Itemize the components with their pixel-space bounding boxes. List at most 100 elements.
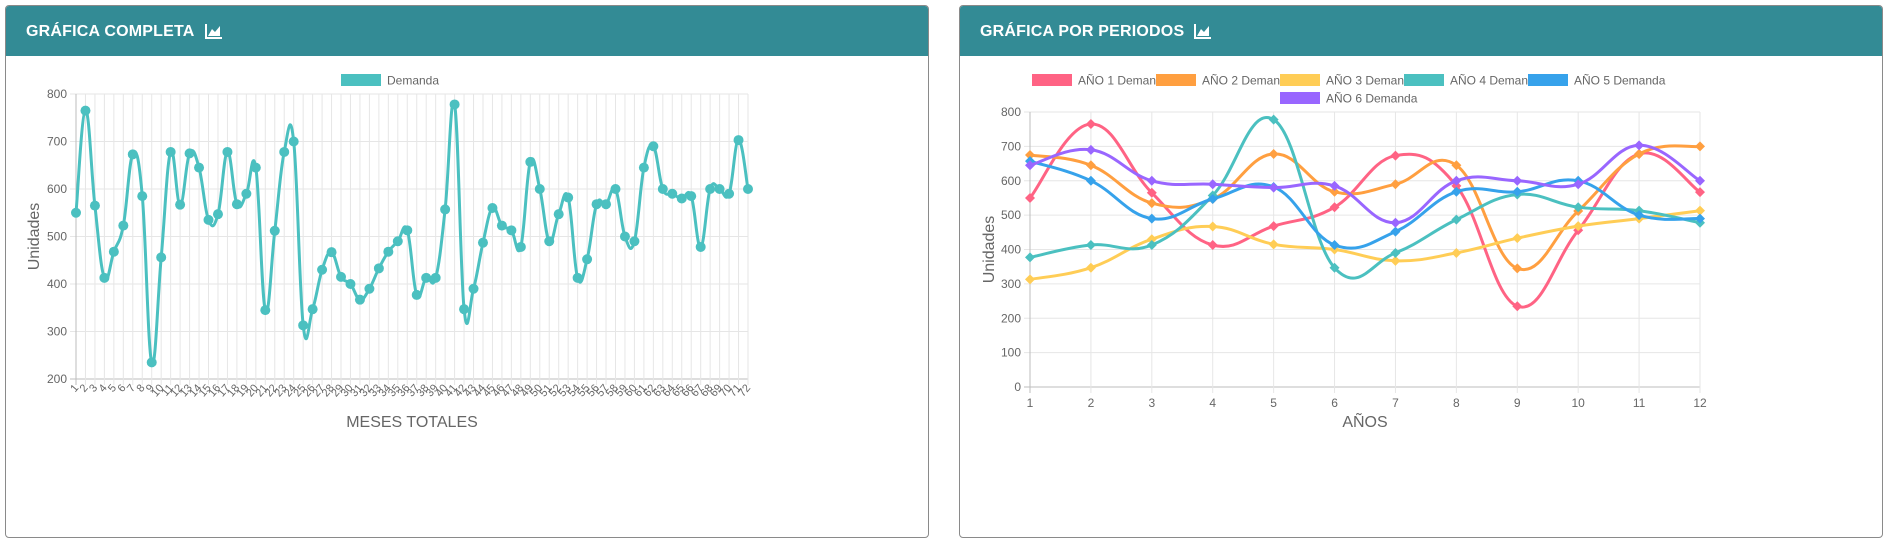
y-axis-title: Unidades <box>26 203 43 271</box>
data-point <box>71 207 81 218</box>
series-line <box>1029 159 1701 250</box>
data-point <box>345 279 356 289</box>
data-point <box>298 320 309 331</box>
data-point <box>591 199 602 210</box>
x-tick-label: 11 <box>1633 396 1646 410</box>
data-point <box>1085 175 1096 186</box>
data-point <box>146 357 157 368</box>
y-tick-label: 200 <box>1001 311 1021 325</box>
data-point <box>1695 141 1705 152</box>
y-tick-label: 300 <box>47 325 67 339</box>
data-point <box>733 135 744 146</box>
data-point <box>1451 214 1462 225</box>
area-chart-icon <box>1194 24 1211 39</box>
data-point <box>307 304 318 315</box>
legend-label: AÑO 4 Demanda <box>1450 74 1542 88</box>
data-point <box>1207 221 1218 232</box>
data-point <box>1329 240 1340 251</box>
data-point <box>1512 301 1523 312</box>
data-point <box>1329 180 1340 191</box>
y-tick-label: 500 <box>47 230 67 244</box>
data-point <box>525 156 536 167</box>
legend: AÑO 1 Demanda AÑO 2 Demanda AÑO 3 Demanda A… <box>1032 74 1666 106</box>
y-tick-label: 0 <box>1014 380 1021 394</box>
data-point <box>1329 186 1340 197</box>
card-header: GRÁFICA POR PERIODOS <box>960 6 1882 56</box>
data-point <box>1085 160 1096 171</box>
y-tick-label: 700 <box>1001 139 1021 153</box>
series-line <box>1029 143 1701 225</box>
data-point <box>1329 262 1340 273</box>
chart-card-periods: GRÁFICA POR PERIODOS 0 100 200 300 400 500 600… <box>959 5 1883 538</box>
y-tick-label: 500 <box>1001 208 1021 222</box>
legend-swatch <box>1404 74 1444 86</box>
data-point <box>1451 180 1462 191</box>
y-tick-label: 800 <box>47 87 67 101</box>
data-point <box>1268 221 1279 232</box>
series-line <box>74 100 750 366</box>
data-point <box>222 146 233 157</box>
data-point <box>1146 187 1157 198</box>
legend-label: AÑO 2 Demanda <box>1202 74 1294 88</box>
legend-swatch <box>1528 74 1568 86</box>
area-chart-icon <box>205 24 222 39</box>
x-tick-label: 10 <box>1572 396 1586 410</box>
y-tick-label: 600 <box>47 182 67 196</box>
data-point <box>1146 234 1157 245</box>
data-point <box>1390 247 1401 258</box>
x-tick-label: 7 <box>1392 396 1399 410</box>
data-point <box>137 191 148 202</box>
legend-label: AÑO 6 Demanda <box>1326 92 1418 106</box>
data-point <box>553 209 564 220</box>
y-tick-label: 100 <box>1001 346 1021 360</box>
data-point <box>1025 274 1035 285</box>
data-point <box>156 252 167 263</box>
data-point <box>1085 240 1096 251</box>
data-point <box>1329 202 1340 213</box>
data-point <box>638 162 649 173</box>
data-point <box>1695 175 1705 186</box>
data-point <box>563 192 574 203</box>
data-point <box>392 236 403 247</box>
legend-swatch <box>341 74 381 86</box>
data-point <box>1512 175 1523 186</box>
y-tick-label: 700 <box>47 135 67 149</box>
data-point <box>657 184 668 194</box>
data-point <box>1207 193 1218 204</box>
x-tick-label: 2 <box>1088 396 1095 410</box>
legend-label: Demanda <box>387 74 439 88</box>
data-point <box>279 146 290 157</box>
data-point <box>175 199 186 210</box>
y-tick-label: 400 <box>47 277 67 291</box>
x-tick-label: 5 <box>1270 396 1277 410</box>
data-point <box>515 241 526 252</box>
data-point <box>1146 240 1157 251</box>
data-point <box>231 199 242 210</box>
y-tick-label: 300 <box>1001 277 1021 291</box>
data-point <box>194 162 205 173</box>
y-tick-label: 600 <box>1001 174 1021 188</box>
data-point <box>1025 149 1035 160</box>
x-tick-label: 1 <box>1027 396 1034 410</box>
data-point <box>534 184 545 194</box>
data-point <box>354 294 365 305</box>
data-point <box>1573 221 1584 232</box>
legend-label: AÑO 1 Demanda <box>1078 74 1170 88</box>
data-point <box>260 305 271 316</box>
data-point <box>468 283 479 294</box>
data-point <box>1268 148 1279 159</box>
legend-swatch <box>1156 74 1196 86</box>
data-point <box>714 184 725 194</box>
data-point <box>1025 192 1035 203</box>
data-point <box>1634 140 1645 151</box>
data-point <box>411 289 422 300</box>
data-point <box>165 146 176 157</box>
data-point <box>629 236 640 247</box>
data-point <box>317 264 328 275</box>
data-point <box>695 241 706 252</box>
data-point <box>89 200 100 211</box>
data-point <box>705 184 716 194</box>
data-point <box>1390 226 1401 237</box>
data-point <box>1268 182 1279 193</box>
